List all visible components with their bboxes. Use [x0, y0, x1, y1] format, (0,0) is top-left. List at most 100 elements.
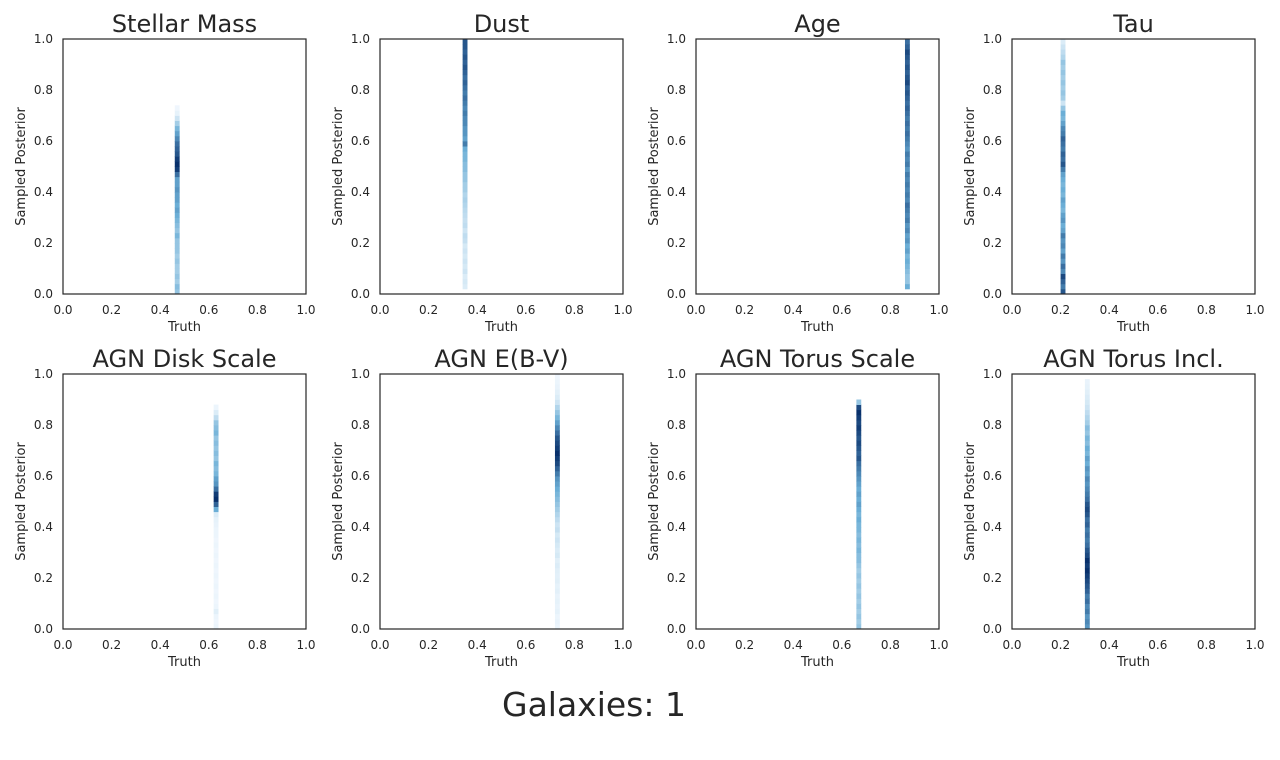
subplot-panel: Tau 0.0 0.2 0.4 0.6 0.8 1.0 0.0 0.2 0.4 0.6 0.8 1.0 T…: [963, 10, 1265, 335]
heatmap-cell: [856, 613, 862, 620]
heatmap-cell: [462, 135, 468, 142]
heatmap-cell: [213, 501, 219, 507]
heatmap-cell: [213, 419, 219, 426]
y-tick-label: 0.2: [667, 571, 686, 585]
x-tick-label: 0.2: [102, 303, 121, 317]
heatmap-cell: [554, 425, 560, 431]
heatmap-cell: [174, 263, 180, 269]
heatmap-cell: [856, 603, 862, 609]
heatmap-cell: [1084, 476, 1090, 482]
heatmap-cell: [1084, 404, 1090, 411]
heatmap-cell: [462, 59, 468, 65]
heatmap-cell: [1084, 445, 1090, 451]
heatmap-cell: [856, 470, 862, 477]
heatmap-cell: [904, 176, 910, 183]
heatmap-cell: [1084, 562, 1090, 569]
x-tick-label: 1.0: [929, 303, 948, 317]
heatmap-cell: [1060, 105, 1066, 111]
heatmap-cell: [462, 166, 468, 172]
heatmap-cell: [1084, 618, 1090, 625]
heatmap-cell: [856, 537, 862, 543]
y-tick-label: 0.6: [667, 469, 686, 483]
heatmap-cell: [904, 222, 910, 229]
heatmap-cell: [856, 399, 862, 405]
heatmap-cell: [856, 583, 862, 589]
heatmap-cell: [174, 288, 180, 295]
heatmap-cell: [462, 64, 468, 70]
heatmap-cell: [174, 273, 180, 280]
subplot-panel: AGN Disk Scale 0.0 0.2 0.4 0.6 0.8 1.0 0.0 0.2 0.…: [14, 345, 316, 670]
heatmap-cell: [554, 491, 560, 497]
heatmap-cell: [1060, 69, 1066, 76]
heatmap-cell: [174, 120, 180, 127]
heatmap-cell: [856, 445, 862, 451]
heatmap-cell: [904, 135, 910, 142]
y-axis-label: Sampled Posterior: [331, 442, 346, 561]
heatmap-cell: [174, 248, 180, 254]
heatmap-cell: [1060, 146, 1066, 152]
x-tick-label: 0.8: [1197, 638, 1216, 652]
heatmap-cell: [554, 496, 560, 502]
heatmap-cell: [1084, 613, 1090, 620]
heatmap-cell: [904, 161, 910, 167]
plot-frame: [379, 38, 624, 295]
y-tick-label: 0.4: [667, 185, 686, 199]
heatmap-cell: [213, 440, 219, 446]
x-tick-label: 0.0: [370, 303, 389, 317]
heatmap-cell: [856, 435, 862, 441]
x-tick-label: 0.6: [516, 303, 535, 317]
heatmap-cell: [1084, 399, 1090, 405]
heatmap-cell: [904, 90, 910, 96]
subplot-panel: Age 0.0 0.2 0.4 0.6 0.8 1.0 0.0 0.2 0.4 0.6 0.8 1.0 T…: [647, 10, 949, 335]
heatmap-cell: [554, 511, 560, 518]
y-tick-label: 1.0: [667, 367, 686, 381]
heatmap-cell: [856, 476, 862, 482]
heatmap-cell: [213, 496, 219, 502]
heatmap-cell: [904, 202, 910, 208]
heatmap-cell: [462, 105, 468, 111]
heatmap-cell: [1060, 283, 1066, 290]
x-tick-label: 0.8: [248, 638, 267, 652]
heatmap-cell: [1084, 588, 1090, 594]
heatmap-cell: [1084, 578, 1090, 584]
heatmap-cell: [904, 125, 910, 132]
subplot-panel: AGN Torus Scale 0.0 0.2 0.4 0.6 0.8 1.0 0.0 0.2 0…: [647, 345, 949, 670]
x-axis-label: Truth: [1116, 655, 1150, 670]
heatmap-cell: [174, 212, 180, 218]
heatmap-cell: [174, 135, 180, 142]
heatmap-cell: [904, 39, 910, 45]
heatmap-cell: [1060, 161, 1066, 167]
heatmap-cell: [462, 237, 468, 244]
y-tick-label: 0.8: [667, 83, 686, 97]
heatmap-cell: [554, 588, 560, 594]
y-tick-label: 0.4: [667, 520, 686, 534]
heatmap-cell: [174, 110, 180, 116]
y-tick-label: 0.4: [351, 185, 370, 199]
plot-frame: [1011, 38, 1256, 295]
y-tick-label: 0.8: [667, 418, 686, 432]
y-tick-label: 0.0: [351, 287, 370, 301]
heatmap-cell: [1060, 39, 1066, 45]
heatmap-cell: [856, 409, 862, 416]
heatmap-cell: [554, 583, 560, 589]
heatmap-cell: [213, 516, 219, 523]
heatmap-cell: [856, 532, 862, 538]
heatmap-cell: [213, 623, 219, 630]
heatmap-cell: [1060, 222, 1066, 229]
heatmap-cell: [462, 120, 468, 127]
heatmap-cell: [554, 593, 560, 599]
heatmap-cell: [904, 217, 910, 223]
heatmap-cell: [904, 105, 910, 111]
heatmap-cell: [1060, 258, 1066, 264]
x-tick-label: 0.6: [199, 638, 218, 652]
heatmap-cell: [213, 521, 219, 528]
heatmap-cell: [1060, 232, 1066, 239]
heatmap-cell: [904, 186, 910, 193]
heatmap-cell: [1060, 79, 1066, 86]
heatmap-cell: [856, 430, 862, 436]
heatmap-cell: [1084, 379, 1090, 385]
heatmap-cell: [904, 130, 910, 137]
heatmap-cell: [213, 409, 219, 416]
heatmap-cell: [462, 100, 468, 106]
heatmap-cell: [213, 450, 219, 456]
